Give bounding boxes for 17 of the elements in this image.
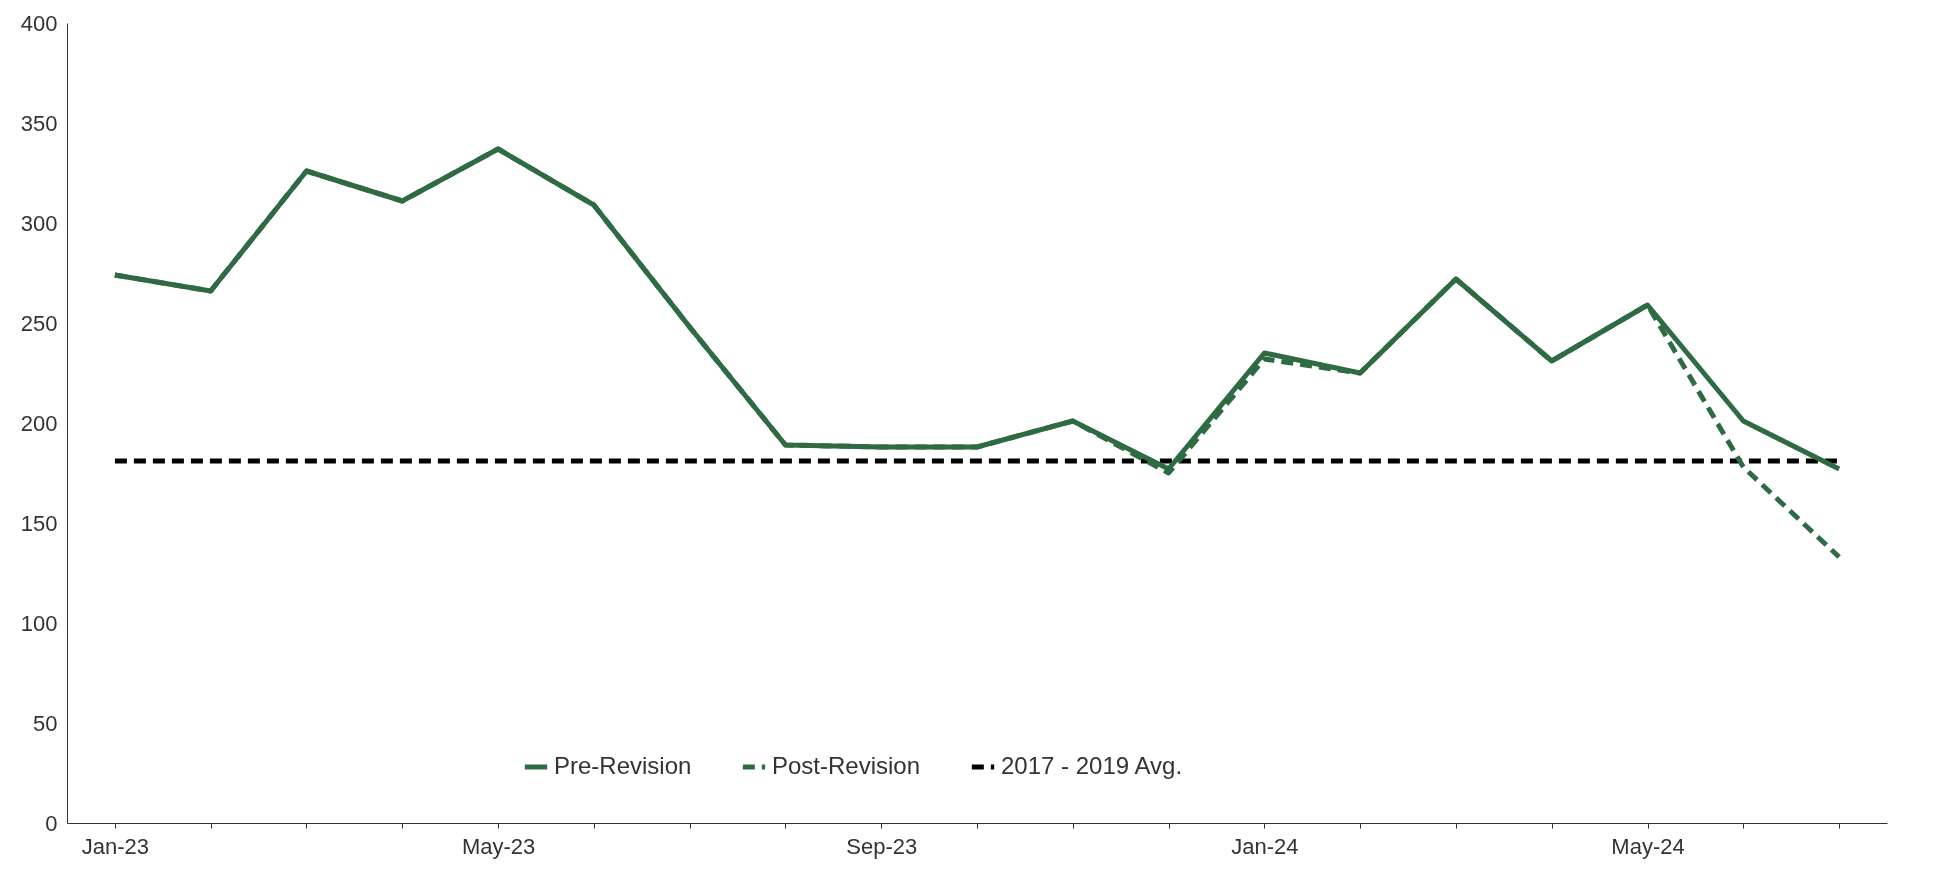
x-tick-label: May-23 <box>461 833 536 859</box>
legend-label: Pre-Revision <box>554 752 692 779</box>
y-tick-label: 50 <box>33 710 58 736</box>
legend-label: Post-Revision <box>772 752 921 779</box>
x-tick-label: Jan-24 <box>1231 833 1299 859</box>
y-tick-label: 150 <box>20 510 58 536</box>
y-tick-label: 250 <box>20 310 58 336</box>
y-tick-label: 0 <box>45 810 58 836</box>
y-tick-label: 350 <box>20 110 58 136</box>
y-tick-label: 200 <box>20 410 58 436</box>
x-tick-label: Jan-23 <box>81 833 150 859</box>
x-tick-label: May-24 <box>1611 833 1685 859</box>
legend-label: 2017 - 2019 Avg. <box>1001 752 1183 779</box>
y-tick-label: 100 <box>20 610 58 636</box>
y-tick-label: 400 <box>20 10 58 36</box>
y-tick-label: 300 <box>20 210 58 236</box>
x-tick-label: Sep-23 <box>846 833 918 859</box>
